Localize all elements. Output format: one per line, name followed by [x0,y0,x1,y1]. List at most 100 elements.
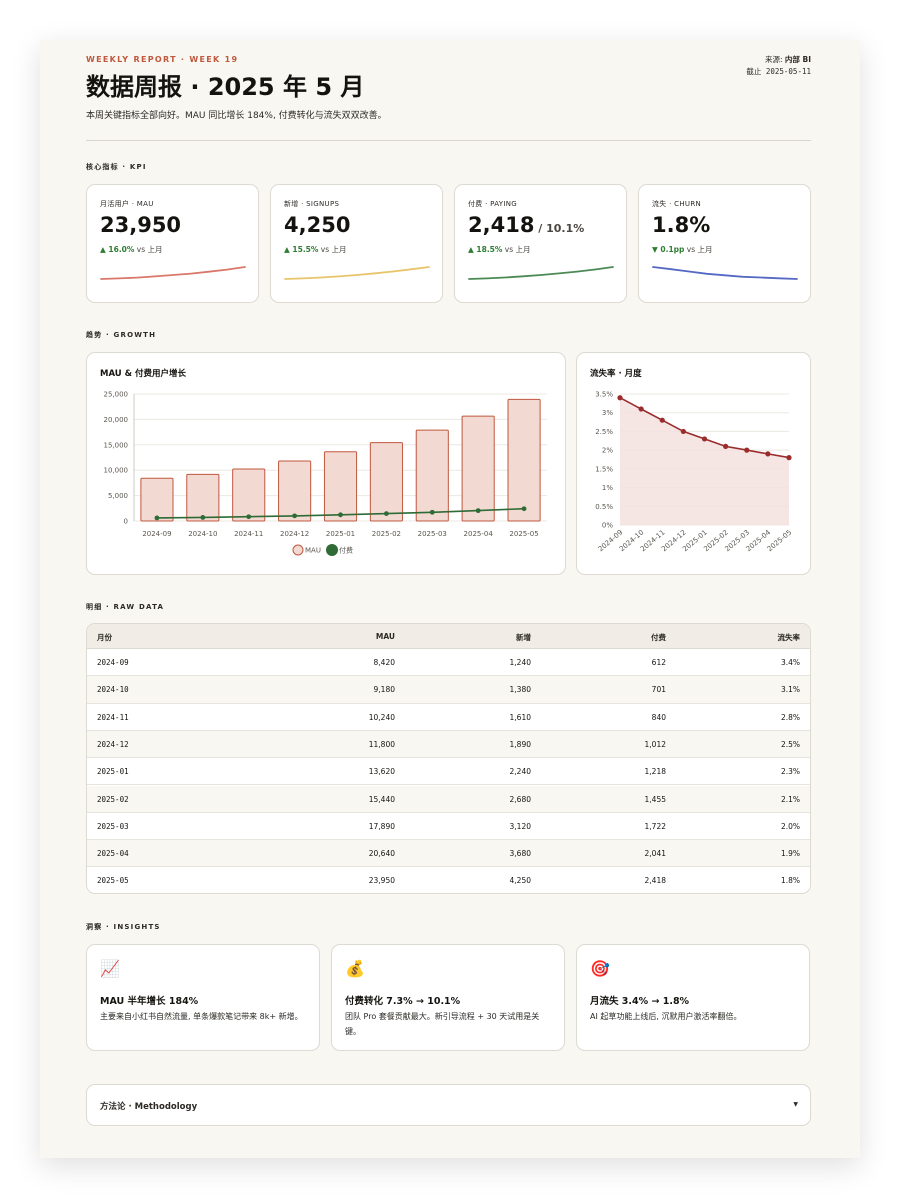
mau-bar [461,415,495,522]
col-header-mau: MAU [375,632,395,641]
cell-mau: 10,240 [368,712,395,722]
cell-signups: 2,240 [509,767,531,777]
x-tick-label: 2024-09 [142,530,171,538]
cell-signups: 3,120 [509,821,531,831]
insight-card: 📈 MAU 半年增长 184% 主要来自小红书自然流量, 单条爆款笔记带来 8k+ … [86,944,320,1051]
kpi-label: 付费 · PAYING [468,200,517,208]
cell-churn: 3.1% [780,685,800,695]
insight-body: AI 起草功能上线后, 沉默用户激活率翻倍。 [590,1012,742,1021]
cell-paying: 1,722 [644,821,666,831]
cell-churn: 3.4% [780,658,800,667]
cell-mau: 15,440 [368,794,395,804]
paying-point [292,513,298,519]
cell-paying: 1,455 [644,794,666,804]
paying-point [154,515,160,521]
source-value: 内部 BI [784,55,811,64]
cell-month: 2024-09 [97,658,129,667]
cell-month: 2025-05 [97,876,129,886]
source-label: 来源: [764,55,785,64]
chevron-down-icon: ▼ [793,1101,798,1108]
cell-mau: 9,180 [373,685,395,695]
y-tick-label: 0.5% [595,503,613,511]
churn-chart-title: 流失率 · 月度 [590,369,642,379]
y-tick-label: 1% [602,484,613,492]
kpi-label: 月活用户 · MAU [100,200,154,208]
mau-bar [232,468,266,522]
churn-point [659,417,665,423]
x-tick-label: 2024-10 [188,530,217,538]
x-tick-label: 2024-12 [280,530,309,538]
table-row: 2025-03 17,890 3,120 1,722 2.0% [87,813,810,841]
kpi-number: 4,250 [284,213,351,237]
mau-chart-card: MAU & 付费用户增长 0 5,000 10,000 15,000 20,000 25,… [86,352,566,575]
legend-swatch-paying [326,544,338,556]
cell-signups: 1,890 [509,739,531,749]
cell-month: 2024-10 [97,685,129,695]
section-label-raw: 明细 · RAW DATA [86,603,165,611]
churn-area [620,397,789,525]
methodology-toggle[interactable]: 方法论 · Methodology ▼ [86,1084,811,1126]
cell-paying: 612 [651,658,666,667]
insight-title: MAU 半年增长 184% [100,996,199,1007]
cell-mau: 17,890 [368,821,395,831]
kpi-delta-row: ▼ 0.1pp vs 上月 [652,244,713,255]
churn-point [701,436,708,442]
kpi-delta-row: ▲ 16.0% vs 上月 [100,244,163,255]
mau-bar [323,451,358,522]
cell-mau: 20,640 [368,849,395,859]
table-row: 2024-11 10,240 1,610 840 2.8% [87,704,810,731]
sparkline-line [652,266,798,280]
section-label-insights: 洞察 · INSIGHTS [86,923,161,931]
cell-signups: 1,240 [509,658,531,667]
kpi-delta: ▲ 15.5% [284,245,319,254]
insight-title: 付费转化 7.3% → 10.1% [345,996,461,1007]
cell-month: 2024-11 [97,712,129,722]
cell-paying: 1,218 [644,767,666,777]
y-tick-label: 0% [602,522,613,530]
y-tick-label: 1.5% [595,465,613,473]
kpi-delta-row: ▲ 15.5% vs 上月 [284,244,347,255]
sparkline-line [468,266,614,280]
paying-point [429,509,435,515]
legend-label-paying: 付费 [339,546,353,555]
sparkline-line [284,266,430,280]
cell-paying: 2,418 [644,876,666,886]
churn-point [638,406,644,412]
paying-point [521,506,527,512]
x-tick-label: 2025-05 [509,530,538,538]
cell-month: 2024-12 [97,739,129,749]
sparkline-line [100,266,246,280]
cell-churn: 1.8% [780,876,800,886]
paying-point [338,512,343,518]
kpi-number: 1.8% [652,213,711,237]
cell-signups: 3,680 [509,849,531,859]
col-header-paying: 付费 [651,633,666,642]
table-row: 2024-09 8,420 1,240 612 3.4% [87,649,810,677]
kpi-sparkline [468,266,614,280]
table-row: 2024-10 9,180 1,380 701 3.1% [87,676,810,704]
target-icon: 🎯 [590,959,610,978]
raw-data-table: 月份 MAU 新增 付费 流失率 2024-09 8,420 1,240 612 3.4… [86,623,811,894]
section-label-kpi: 核心指标 · KPI [86,163,147,171]
kpi-sparkline [284,266,430,280]
cell-paying: 1,012 [644,739,666,749]
kpi-value: 23,950 [100,213,181,237]
insight-card: 💰 付费转化 7.3% → 10.1% 团队 Pro 套餐贡献最大。新引导流程 + … [331,944,565,1051]
chart-legend: MAU 付费 [292,544,353,556]
cell-paying: 840 [651,712,666,722]
churn-chart-card: 流失率 · 月度 0% 0.5% 1% 1.5% 2% 2.5% 3% 3.5% 2024-09… [576,352,811,575]
kpi-value: 1.8% [652,213,710,237]
section-label-growth: 趋势 · GROWTH [86,331,157,339]
cell-mau: 8,420 [373,658,395,667]
kpi-value: 4,250 [284,213,350,237]
y-tick-label: 5,000 [108,492,128,500]
y-tick-label: 25,000 [104,391,129,399]
legend-label-mau: MAU [305,547,321,555]
report-eyebrow: WEEKLY REPORT · WEEK 19 [86,55,239,64]
asof-date: 截止 2025-05-11 [746,67,811,76]
cell-month: 2025-01 [97,767,129,777]
x-tick-label: 2025-01 [326,530,355,538]
cell-month: 2025-04 [97,849,129,859]
kpi-label: 新增 · SIGNUPS [284,200,340,208]
paying-point [200,515,206,520]
